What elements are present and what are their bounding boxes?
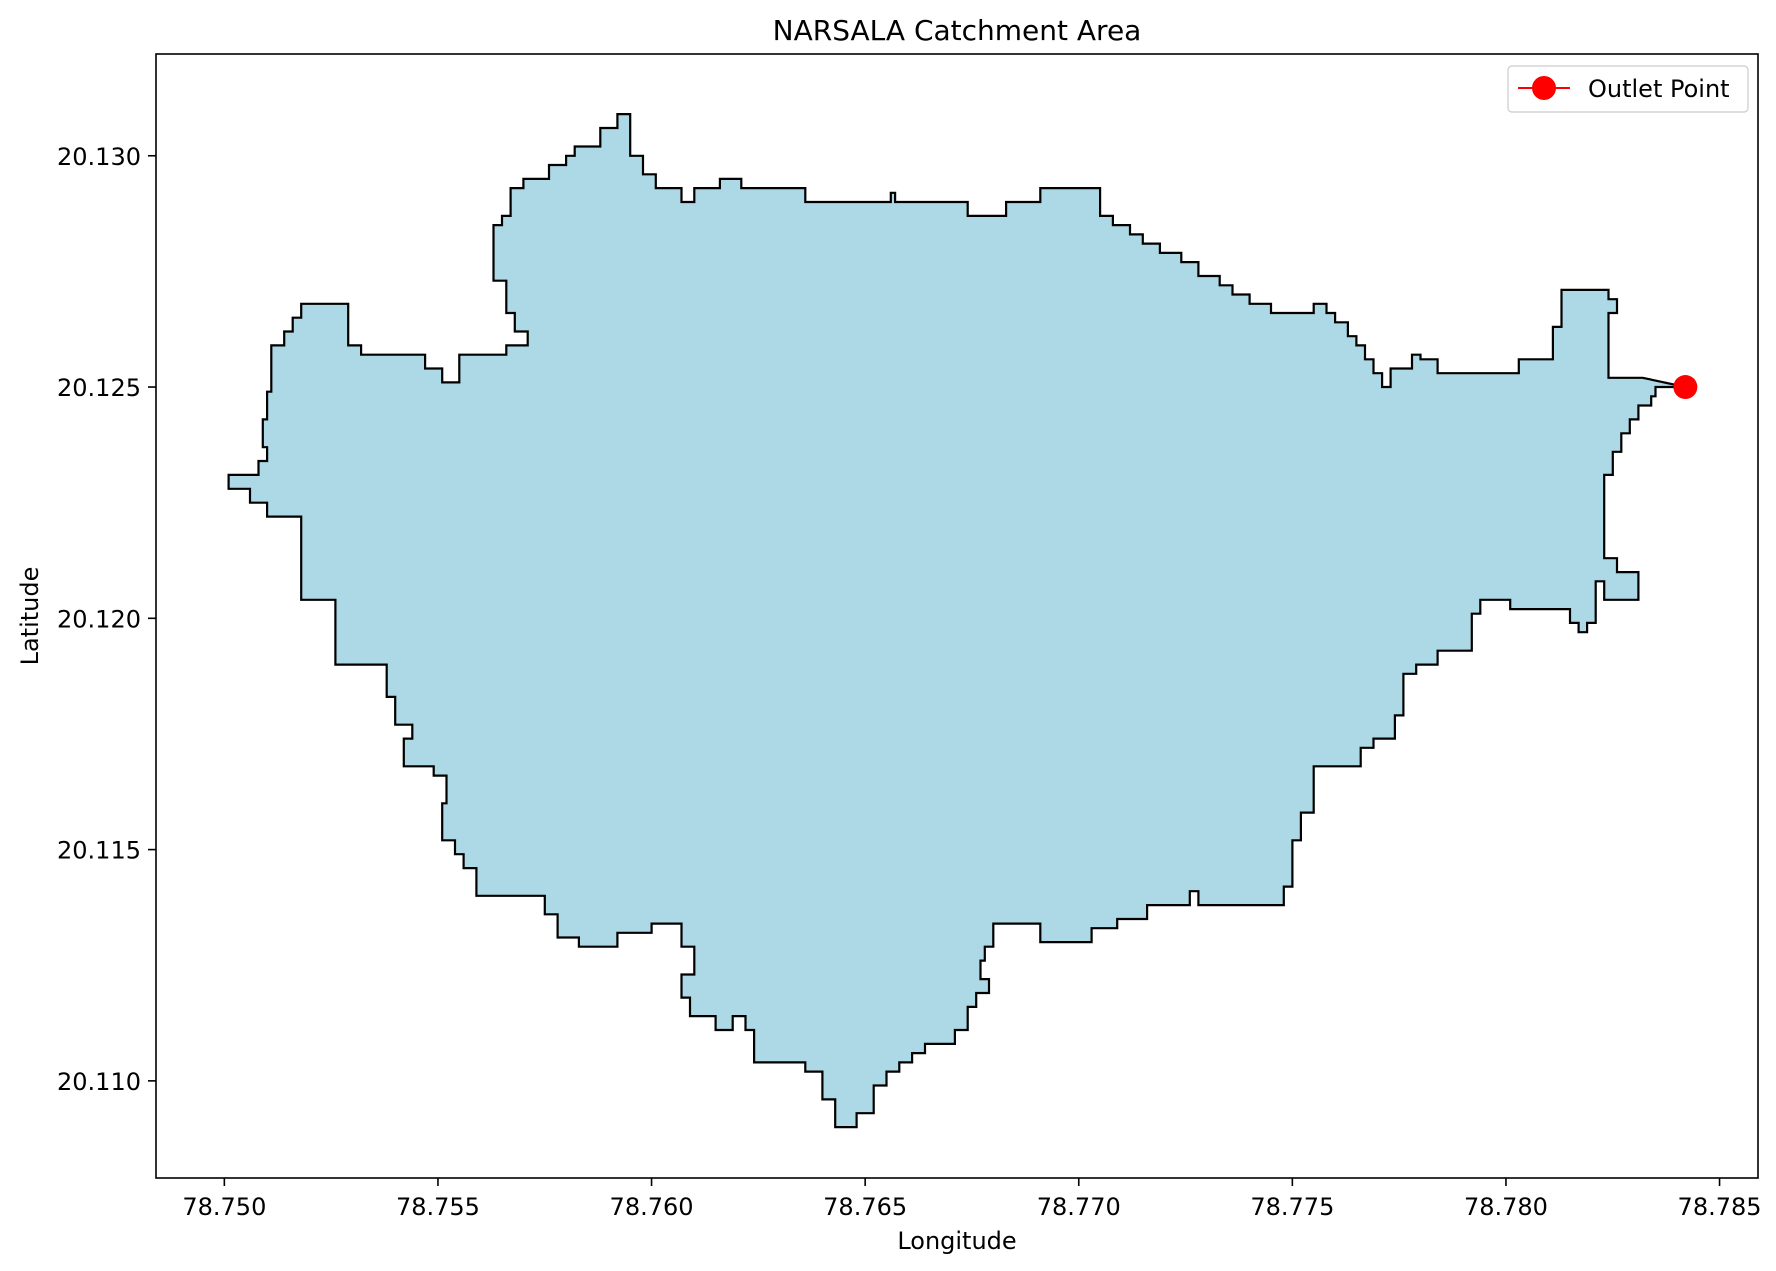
x-axis-ticks: 78.750 78.755 78.760 78.765 78.770 78.775 78.7… (182, 1178, 1762, 1221)
x-tick-label: 78.765 (823, 1193, 907, 1221)
y-axis-ticks: 20.110 20.115 20.120 20.125 20.130 (57, 143, 156, 1096)
y-tick-label: 20.110 (57, 1068, 141, 1096)
y-axis-label: Latitude (16, 567, 44, 666)
y-tick-label: 20.130 (57, 143, 141, 171)
catchment-area-polygon (227, 112, 1686, 1129)
x-axis-label: Longitude (897, 1227, 1016, 1255)
y-tick-label: 20.115 (57, 837, 141, 865)
chart-title: NARSALA Catchment Area (773, 14, 1142, 47)
x-tick-label: 78.785 (1678, 1193, 1762, 1221)
x-tick-label: 78.755 (396, 1193, 480, 1221)
x-tick-label: 78.775 (1250, 1193, 1334, 1221)
y-tick-label: 20.120 (57, 605, 141, 633)
legend-box (1507, 65, 1749, 113)
outlet-point-marker (1673, 375, 1698, 400)
axes-frame (155, 53, 1759, 1179)
plot-area (227, 112, 1698, 1129)
x-tick-label: 78.760 (610, 1193, 694, 1221)
x-tick-label: 78.750 (182, 1193, 266, 1221)
legend-label-outlet-point: Outlet Point (1588, 75, 1730, 103)
x-tick-label: 78.770 (1037, 1193, 1121, 1221)
y-tick-label: 20.125 (57, 374, 141, 402)
x-tick-label: 78.780 (1464, 1193, 1548, 1221)
legend-outlet-marker (1532, 76, 1556, 100)
legend: Outlet Point (1507, 65, 1749, 113)
